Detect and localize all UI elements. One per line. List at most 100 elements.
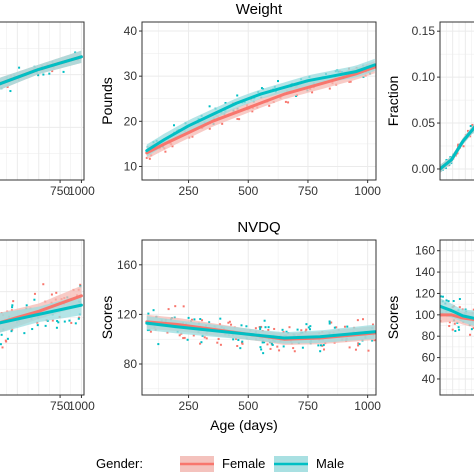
scatter-point-male [245,325,248,328]
scatter-point-male [0,333,3,336]
scatter-point-male [63,320,66,323]
legend-label-female: Female [222,456,265,471]
scatter-point-male [271,343,274,346]
scatter-point-female [284,100,287,103]
scatter-point-female [42,283,45,286]
scatter-point-male [281,328,284,331]
scatter-point-male [219,317,222,320]
panel-title: Weight [236,1,283,18]
scatter-point-female [458,306,461,309]
scatter-point-female [348,346,351,349]
scatter-point-female [254,327,257,330]
scatter-point-male [263,319,266,322]
scatter-point-female [322,348,325,351]
y-tick-label: 0.05 [412,116,436,130]
scatter-point-male [333,326,336,329]
scatter-point-female [227,321,230,324]
scatter-point-female [6,85,9,88]
scatter-point-male [68,319,71,322]
panel-2: 250 500 750 1000 10 20 30 40 Weight Pounds [99,1,381,198]
scatter-point-female [268,104,271,107]
scatter-point-female [293,350,296,353]
y-tick-label: 0.00 [412,162,436,176]
y-tick-label: 60 [422,351,436,365]
scatter-point-male [201,334,204,337]
scatter-point-male [259,346,262,349]
scatter-point-male [25,304,28,307]
scatter-point-male [48,72,51,75]
scatter-point-female [221,122,224,125]
scatter-point-male [259,327,262,330]
y-tick-label: 120 [117,307,137,321]
scatter-point-male [147,312,150,315]
legend-key-female [180,456,214,472]
scatter-point-female [11,328,14,331]
scatter-point-female [457,143,460,146]
scatter-point-male [261,341,264,344]
scatter-point-female [55,291,58,294]
scatter-point-female [182,305,185,308]
scatter-point-female [451,328,454,331]
panel-border [439,21,474,181]
scatter-point-female [354,348,357,351]
shared-x-axis-label: Age (days) [210,417,278,433]
legend-title: Gender: [96,456,143,471]
panel-6: 40 60 80 100 120 140 160 Scores [385,239,474,396]
scatter-point-male [267,326,270,329]
y-tick-label: 140 [415,265,435,279]
scatter-point-male [44,324,47,327]
scatter-point-male [77,317,80,320]
scatter-point-female [367,349,370,352]
y-tick-label: 160 [415,244,435,258]
x-tick-label: 500 [238,184,258,198]
scatter-point-female [305,328,308,331]
scatter-point-female [373,339,376,342]
scatter-point-male [224,102,227,105]
scatter-point-female [178,334,181,337]
scatter-point-female [287,101,290,104]
scatter-point-female [192,334,195,337]
scatter-point-female [311,91,314,94]
trend-line-male [440,304,474,320]
scatter-point-male [263,341,266,344]
scatter-point-female [356,319,359,322]
scatter-point-female [149,330,152,333]
scatter-point-female [357,342,360,345]
scatter-point-female [236,117,239,120]
panel-border [141,21,377,181]
scatter-point-male [457,326,460,329]
scatter-point-male [259,326,262,329]
x-tick-label: 1000 [68,184,95,198]
scatter-point-female [182,337,185,340]
scatter-point-female [288,326,291,329]
scatter-point-female [199,342,202,345]
scatter-point-female [349,80,352,83]
scatter-point-male [10,330,13,333]
scatter-point-female [78,316,81,319]
scatter-point-female [238,118,241,121]
y-axis-label: Scores [99,296,115,340]
scatter-point-female [448,321,451,324]
scatter-point-male [31,328,34,331]
trend-line-male [0,55,83,86]
x-tick-label: 750 [50,399,70,413]
scatter-point-female [251,110,254,113]
scatter-point-female [328,87,331,90]
scatter-point-female [203,336,206,339]
scatter-point-female [273,327,276,330]
scatter-point-female [278,349,281,352]
scatter-point-male [447,300,450,303]
scatter-point-male [270,342,273,345]
scatter-point-female [462,145,465,148]
scatter-point-female [269,347,272,350]
scatter-point-male [322,344,325,347]
scatter-point-male [173,124,176,127]
scatter-point-male [57,321,60,324]
scatter-point-female [240,341,243,344]
scatter-point-male [186,338,189,341]
scatter-point-female [148,157,151,160]
scatter-point-male [240,324,243,327]
scatter-point-male [441,295,444,298]
scatter-point-male [11,304,14,307]
scatter-point-male [18,66,21,69]
